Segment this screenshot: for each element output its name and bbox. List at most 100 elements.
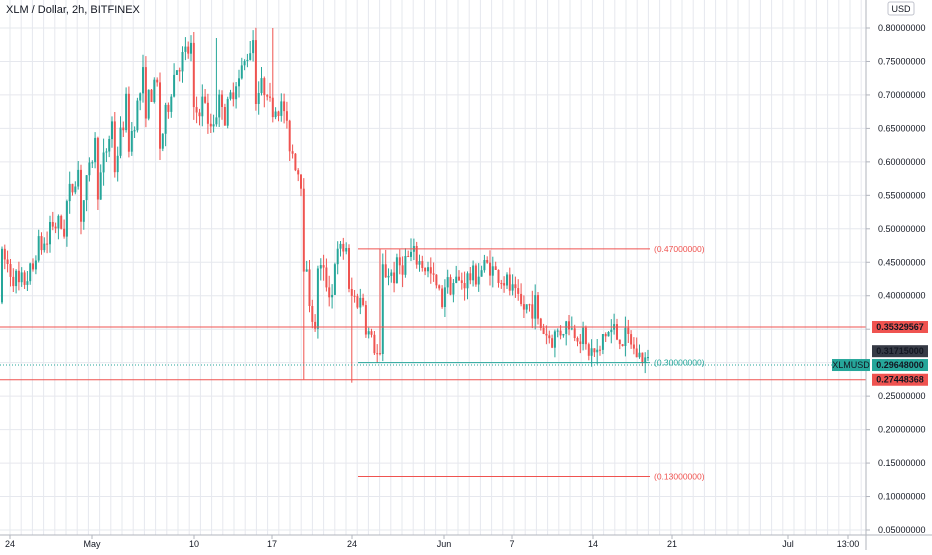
candle-body bbox=[491, 266, 494, 276]
candle-body bbox=[627, 327, 630, 334]
currency-badge[interactable]: USD bbox=[891, 4, 911, 14]
candle-body bbox=[277, 111, 280, 116]
symbol-tag bbox=[832, 359, 870, 372]
candle-body bbox=[184, 46, 187, 52]
candle-body bbox=[9, 264, 12, 277]
candle-body bbox=[404, 256, 407, 275]
candle-body bbox=[370, 331, 373, 335]
candle-body bbox=[108, 139, 111, 152]
x-tick-label: Jul bbox=[782, 539, 794, 549]
time-axis[interactable]: 24 May 10 17 24 Jun 7 14 21 Jul 13:00 bbox=[5, 535, 859, 549]
x-tick-label: 21 bbox=[667, 539, 677, 549]
candle-body bbox=[562, 334, 565, 336]
candle-body bbox=[113, 121, 116, 173]
candle-body bbox=[427, 267, 429, 272]
candle-body bbox=[367, 331, 370, 335]
candle-body bbox=[559, 330, 562, 336]
candle-body bbox=[198, 112, 201, 117]
candle-body bbox=[235, 86, 238, 100]
candle-body bbox=[68, 183, 71, 202]
candle-body bbox=[116, 155, 119, 173]
candle-body bbox=[150, 89, 153, 102]
candle-body bbox=[161, 133, 164, 149]
candle-body bbox=[85, 175, 88, 201]
y-tick-label: 0.80000000 bbox=[878, 23, 926, 33]
y-tick-label: 0.25000000 bbox=[878, 391, 926, 401]
candle-body bbox=[528, 304, 531, 306]
candle-body bbox=[350, 289, 353, 296]
candle-body bbox=[477, 276, 480, 285]
candle-body bbox=[584, 327, 587, 345]
candle-body bbox=[142, 67, 144, 94]
candle-body bbox=[111, 121, 113, 140]
candle-body bbox=[630, 334, 633, 345]
candle-body bbox=[570, 328, 573, 330]
x-tick-label: 24 bbox=[347, 539, 357, 549]
candle-body bbox=[506, 274, 508, 286]
candle-body bbox=[395, 257, 398, 284]
x-tick-label: 13:00 bbox=[837, 539, 860, 549]
candle-body bbox=[582, 327, 585, 344]
candle-body bbox=[291, 151, 294, 154]
y-tick-label: 0.50000000 bbox=[878, 224, 926, 234]
candle-body bbox=[119, 127, 122, 156]
y-tick-label: 0.20000000 bbox=[878, 425, 926, 435]
candle-body bbox=[254, 40, 257, 104]
candle-body bbox=[136, 100, 139, 131]
candle-body bbox=[29, 263, 32, 282]
candle-body bbox=[616, 324, 618, 340]
candle-body bbox=[455, 276, 458, 283]
y-tick-label: 0.65000000 bbox=[878, 123, 926, 133]
candle-body bbox=[356, 296, 359, 308]
candle-body bbox=[568, 321, 570, 330]
x-tick-label: 24 bbox=[5, 539, 15, 549]
candle-body bbox=[525, 304, 528, 310]
y-tick-label: 0.55000000 bbox=[878, 190, 926, 200]
candle-body bbox=[497, 269, 500, 283]
candle-body bbox=[130, 131, 133, 152]
candle-body bbox=[173, 74, 176, 97]
candle-body bbox=[32, 263, 34, 270]
y-tick-label: 0.75000000 bbox=[878, 56, 926, 66]
candle-body bbox=[164, 104, 167, 134]
candle-body bbox=[601, 334, 604, 350]
candle-body bbox=[331, 294, 334, 298]
candle-body bbox=[43, 243, 46, 251]
candle-body bbox=[319, 265, 322, 269]
candle-body bbox=[379, 353, 381, 355]
y-tick-label: 0.70000000 bbox=[878, 90, 926, 100]
candle-body bbox=[297, 170, 300, 175]
candle-body bbox=[514, 284, 517, 289]
candle-body bbox=[384, 264, 387, 278]
candle-body bbox=[534, 295, 537, 319]
candle-body bbox=[486, 260, 489, 263]
currency-badge-box[interactable] bbox=[887, 1, 915, 16]
candle-body bbox=[647, 357, 649, 359]
candle-body bbox=[590, 348, 593, 356]
y-tick-label: 0.10000000 bbox=[878, 492, 926, 502]
candle-body bbox=[551, 338, 554, 348]
candle-body bbox=[40, 236, 43, 251]
candle-body bbox=[553, 331, 556, 348]
candle-body bbox=[266, 95, 269, 97]
candle-body bbox=[34, 260, 37, 270]
candle-body bbox=[474, 265, 477, 285]
levels-layer: (0.47000000) (0.30000000) (0.13000000) bbox=[0, 244, 866, 481]
candle-body bbox=[139, 93, 142, 101]
candle-body bbox=[565, 321, 568, 334]
candle-body bbox=[263, 78, 266, 96]
candle-body bbox=[342, 243, 345, 252]
x-tick-label: 14 bbox=[588, 539, 598, 549]
candle-body bbox=[607, 332, 610, 337]
candle-body bbox=[316, 268, 319, 329]
candle-body bbox=[576, 338, 579, 342]
candle-body bbox=[390, 272, 393, 276]
price-axis[interactable]: 0.80000000 0.75000000 0.70000000 0.65000000… bbox=[866, 23, 926, 535]
candle-body bbox=[644, 357, 647, 363]
candle-body bbox=[206, 102, 209, 124]
candle-body bbox=[494, 266, 497, 270]
candle-body bbox=[6, 259, 9, 264]
candle-body bbox=[26, 281, 29, 285]
